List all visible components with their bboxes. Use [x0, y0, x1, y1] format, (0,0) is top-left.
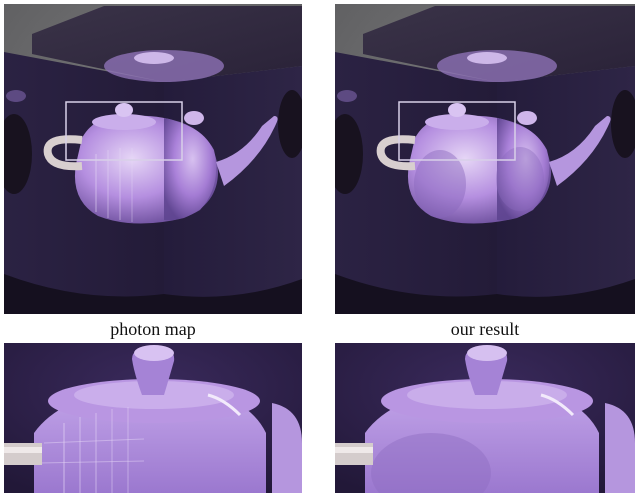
photon-map-render [4, 4, 302, 314]
caption-photon-map: photon map [4, 318, 302, 340]
our-result-closeup [335, 343, 635, 493]
our-result-render [335, 4, 635, 314]
photon-map-closeup [4, 343, 302, 493]
caption-our-result: our result [335, 318, 635, 340]
